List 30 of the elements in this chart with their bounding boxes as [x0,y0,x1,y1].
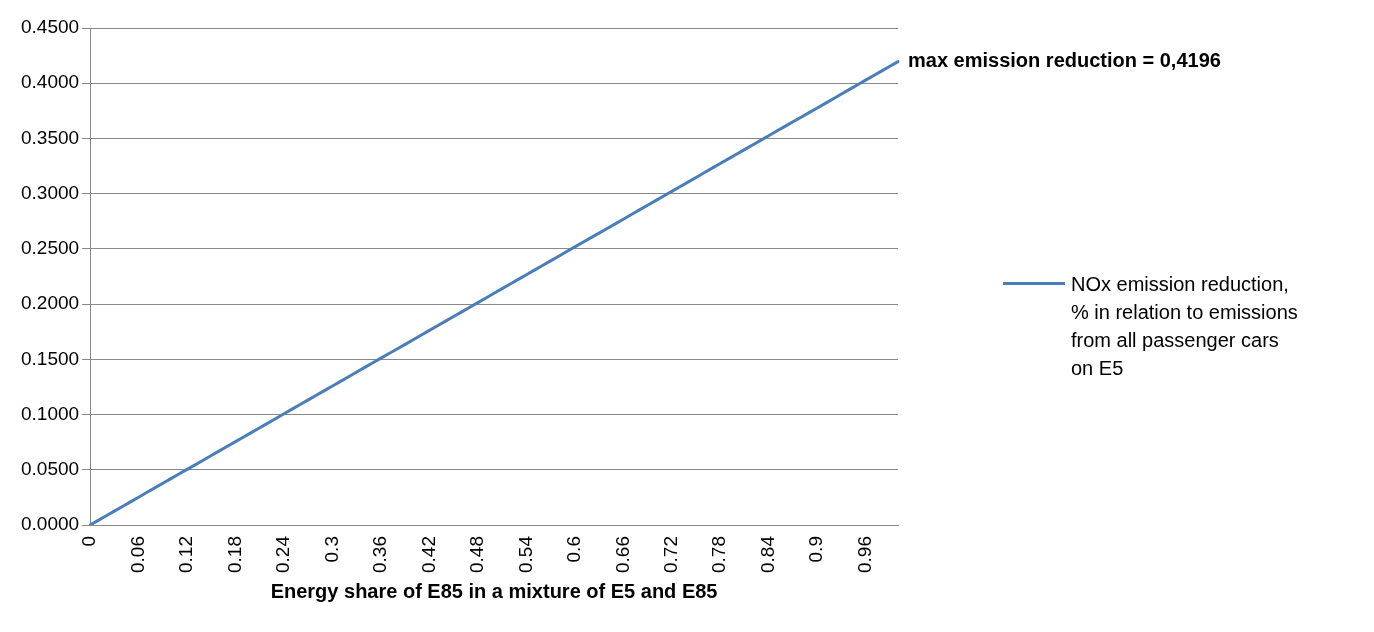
x-tick-label: 0.9 [805,536,827,563]
y-tick-label: 0.4000 [20,71,80,93]
y-tick-label: 0.1500 [20,347,80,369]
y-tick-label: 0.4500 [20,16,80,38]
x-tick-label: 0.24 [272,535,294,573]
x-tick-label: 0.42 [417,536,439,573]
x-tick-label: 0.84 [756,535,778,573]
x-tick-label: 0.72 [660,536,682,573]
x-tick-label: 0.06 [126,536,148,573]
x-tick-label: 0.78 [708,536,730,573]
y-tick-label: 0.2500 [20,237,80,259]
text: max emission reduction = 0,4196 [908,49,1221,72]
x-tick-label: 0.96 [853,536,875,573]
y-tick-label: 0.3500 [20,126,80,148]
y-tick-label: 0.1000 [20,402,80,424]
x-tick-label: 0.48 [466,536,488,573]
x-tick-label: 0.6 [563,536,585,563]
legend-label: NOx emission reduction, % in relation to emissions from all passenger cars on E5 [1071,272,1299,381]
x-tick-label: 0.36 [369,536,391,573]
y-tick-label: 0.0500 [20,458,80,480]
x-tick-label: 0.54 [514,535,536,573]
y-tick-label: 0.2000 [20,292,80,314]
x-axis-title: Energy share of E85 in a mixture of E5 and E85 [270,579,718,602]
x-tick-label: 0.66 [611,536,633,573]
y-tick-label: 0.0000 [20,513,80,535]
x-tick-label: 0.3 [320,536,342,563]
y-tick-label: 0.3000 [20,181,80,203]
x-tick-label: 0.12 [175,536,197,573]
x-tick-label: 0 [78,536,100,547]
x-tick-label: 0.18 [223,536,245,573]
